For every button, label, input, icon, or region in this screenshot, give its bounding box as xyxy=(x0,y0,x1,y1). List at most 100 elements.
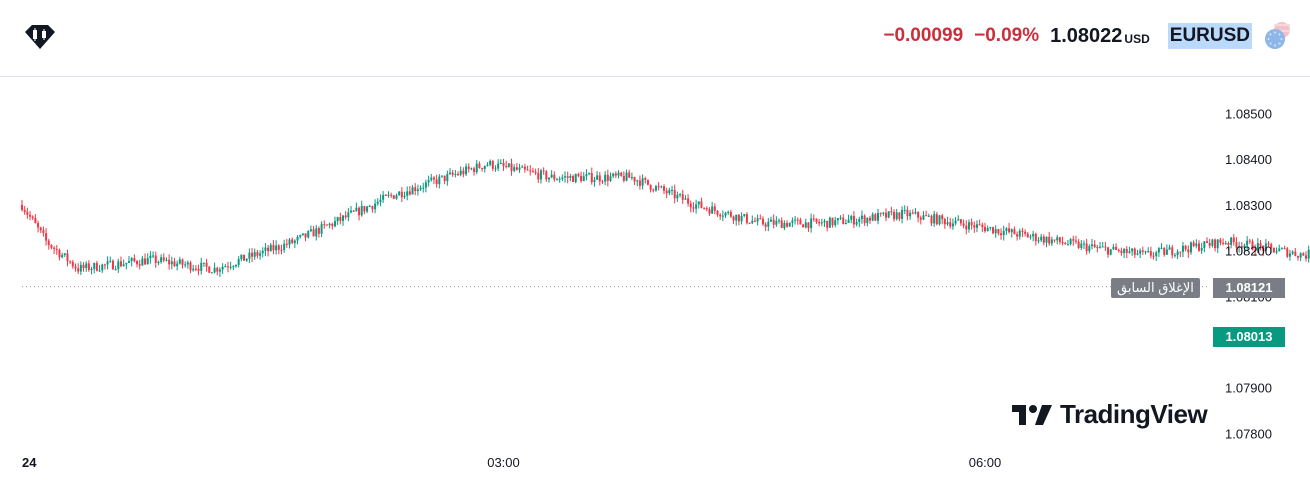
candle-body xyxy=(927,215,930,217)
candle-body xyxy=(293,240,296,244)
chart-area[interactable]: 1.085001.084001.083001.082001.081001.079… xyxy=(0,77,1310,502)
candle-body xyxy=(545,171,548,180)
candle-body xyxy=(229,266,232,268)
candle-body xyxy=(23,209,26,212)
candle-body xyxy=(526,169,529,171)
candle-body xyxy=(114,269,117,271)
candle-body xyxy=(1227,243,1230,245)
symbol-name[interactable]: EURUSD xyxy=(1167,23,1252,49)
candle-body xyxy=(601,181,604,183)
candle-body xyxy=(788,222,791,227)
x-tick-label: 03:00 xyxy=(487,455,520,470)
candle-body xyxy=(1230,237,1233,245)
currency-label: USD xyxy=(1124,32,1150,46)
candle-body xyxy=(860,215,863,220)
candle-body xyxy=(1032,233,1035,237)
candle-body xyxy=(1040,236,1043,241)
candle-body xyxy=(103,264,106,266)
candle-body xyxy=(1018,230,1021,237)
candle-body xyxy=(547,177,550,180)
candle-body xyxy=(1235,242,1238,248)
candle-body xyxy=(992,227,995,234)
candle-body xyxy=(248,252,251,259)
candle-body xyxy=(376,202,379,204)
candle-body xyxy=(47,240,50,246)
candle-body xyxy=(646,179,649,185)
candle-body xyxy=(157,261,160,264)
candle-body xyxy=(871,214,874,221)
candle-body xyxy=(31,216,34,218)
candle-body xyxy=(291,239,294,244)
candle-body xyxy=(189,262,192,271)
candle-body xyxy=(280,249,283,251)
candle-body xyxy=(1208,242,1211,246)
candle-body xyxy=(224,266,227,268)
candle-body xyxy=(1305,255,1307,259)
candle-body xyxy=(759,218,762,220)
candle-body xyxy=(1002,230,1005,236)
candle-body xyxy=(144,258,147,265)
candle-body xyxy=(85,263,88,269)
candle-body xyxy=(697,201,700,205)
candle-body xyxy=(55,249,58,251)
candle-body xyxy=(550,174,553,178)
candle-body xyxy=(360,206,363,216)
tradingview-logo-icon[interactable] xyxy=(22,22,58,52)
candle-body xyxy=(609,176,612,181)
candle-body xyxy=(1294,251,1297,256)
candle-body xyxy=(604,174,607,182)
price-chart[interactable]: 1.085001.084001.083001.082001.081001.079… xyxy=(0,77,1310,502)
candle-body xyxy=(1045,236,1048,243)
candle-body xyxy=(173,261,176,267)
candle-body xyxy=(133,258,136,262)
candle-body xyxy=(1262,245,1265,251)
candle-body xyxy=(162,257,165,261)
y-tick-label: 1.07800 xyxy=(1225,426,1272,441)
candle-body xyxy=(537,172,540,180)
candle-body xyxy=(596,175,599,180)
candle-body xyxy=(844,222,847,224)
candle-body xyxy=(783,223,786,229)
candle-body xyxy=(834,220,837,226)
candle-body xyxy=(283,243,286,250)
candle-body xyxy=(149,255,152,259)
candle-body xyxy=(395,195,398,199)
candle-body xyxy=(39,227,42,231)
candle-body xyxy=(1128,251,1131,253)
candle-body xyxy=(371,206,374,210)
candle-body xyxy=(638,180,641,186)
candle-body xyxy=(323,224,326,226)
candle-body xyxy=(1123,248,1126,254)
candle-body xyxy=(863,215,866,224)
candle-body xyxy=(558,178,561,180)
candle-body xyxy=(770,219,772,222)
candle-body xyxy=(125,262,128,265)
candle-body xyxy=(799,219,802,225)
candle-body xyxy=(1259,243,1262,246)
candle-body xyxy=(481,167,484,170)
candle-body xyxy=(240,254,243,260)
candle-body xyxy=(1066,244,1069,246)
candle-body xyxy=(1251,241,1254,250)
candle-body xyxy=(1104,246,1107,248)
candle-body xyxy=(850,216,853,220)
candle-body xyxy=(882,212,885,214)
candle-body xyxy=(879,212,882,214)
x-tick-label: 06:00 xyxy=(969,455,1002,470)
candle-body xyxy=(692,207,695,209)
candle-body xyxy=(95,263,98,271)
candle-body xyxy=(885,212,888,218)
candle-body xyxy=(649,184,652,190)
candle-body xyxy=(307,231,310,238)
candle-body xyxy=(462,170,465,175)
candle-body xyxy=(1264,243,1267,251)
candle-body xyxy=(906,209,909,217)
symbol-bar: −0.00099 −0.09% 1.08022 USD EURUSD xyxy=(883,18,1296,54)
candle-body xyxy=(877,212,879,221)
candle-body xyxy=(264,247,267,251)
candle-body xyxy=(390,194,393,196)
candle-body xyxy=(695,204,698,209)
candle-body xyxy=(309,229,312,232)
candle-body xyxy=(232,266,235,268)
candle-body xyxy=(973,225,976,228)
